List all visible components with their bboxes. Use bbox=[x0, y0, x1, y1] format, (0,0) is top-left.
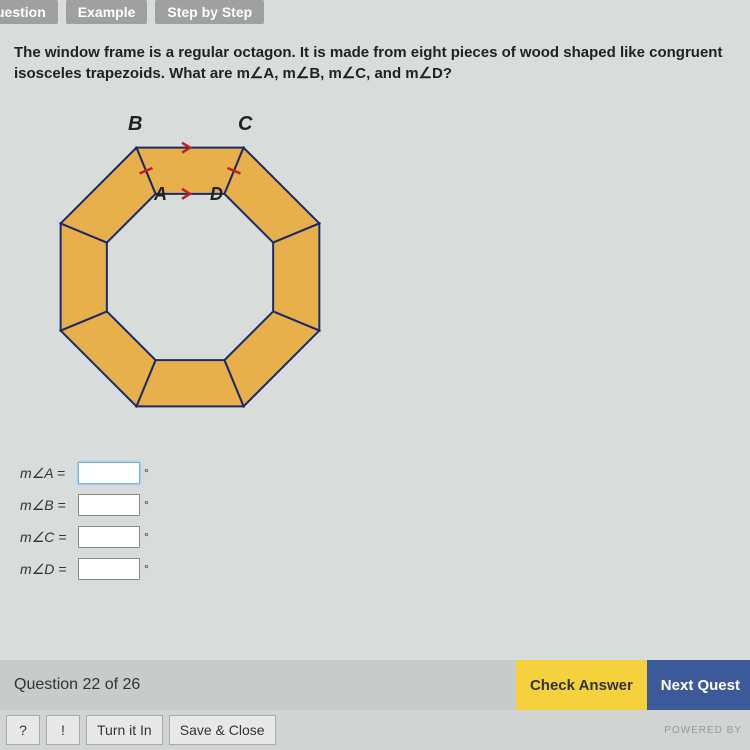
tab-step-by-step[interactable]: Step by Step bbox=[155, 0, 264, 24]
octagon-diagram: B C A D bbox=[50, 102, 350, 422]
label-angle-A: m∠A = bbox=[20, 465, 78, 482]
label-angle-D: m∠D = bbox=[20, 561, 78, 578]
help-button[interactable]: ? bbox=[6, 715, 40, 745]
question-text: The window frame is a regular octagon. I… bbox=[0, 24, 750, 92]
next-question-button[interactable]: Next Quest bbox=[647, 660, 750, 710]
action-buttons: Check Answer Next Quest bbox=[516, 660, 750, 710]
tab-row: uestion Example Step by Step bbox=[0, 0, 750, 24]
answer-row-C: m∠C = ° bbox=[20, 526, 730, 548]
powered-by-label: POWERED BY bbox=[664, 725, 742, 736]
input-angle-A[interactable] bbox=[78, 462, 140, 484]
input-angle-C[interactable] bbox=[78, 526, 140, 548]
check-answer-button[interactable]: Check Answer bbox=[516, 660, 647, 710]
input-angle-D[interactable] bbox=[78, 558, 140, 580]
action-bar: Question 22 of 26 Check Answer Next Ques… bbox=[0, 660, 750, 710]
answer-row-B: m∠B = ° bbox=[20, 494, 730, 516]
label-angle-B: m∠B = bbox=[20, 497, 78, 514]
degree-symbol: ° bbox=[144, 530, 149, 544]
label-angle-C: m∠C = bbox=[20, 529, 78, 546]
label-B: B bbox=[128, 113, 142, 135]
save-close-button[interactable]: Save & Close bbox=[169, 715, 276, 745]
answer-area: m∠A = ° m∠B = ° m∠C = ° m∠D = ° bbox=[0, 432, 750, 600]
label-D: D bbox=[210, 184, 223, 204]
question-counter: Question 22 of 26 bbox=[14, 676, 140, 694]
input-angle-B[interactable] bbox=[78, 494, 140, 516]
degree-symbol: ° bbox=[144, 498, 149, 512]
degree-symbol: ° bbox=[144, 466, 149, 480]
answer-row-A: m∠A = ° bbox=[20, 462, 730, 484]
report-button[interactable]: ! bbox=[46, 715, 80, 745]
turn-it-in-button[interactable]: Turn it In bbox=[86, 715, 163, 745]
utility-bar: ? ! Turn it In Save & Close POWERED BY bbox=[0, 710, 750, 750]
tab-question[interactable]: uestion bbox=[0, 0, 58, 24]
label-A: A bbox=[153, 184, 167, 204]
label-C: C bbox=[238, 113, 253, 135]
diagram: B C A D bbox=[0, 92, 750, 432]
tab-example[interactable]: Example bbox=[66, 0, 148, 24]
degree-symbol: ° bbox=[144, 562, 149, 576]
answer-row-D: m∠D = ° bbox=[20, 558, 730, 580]
